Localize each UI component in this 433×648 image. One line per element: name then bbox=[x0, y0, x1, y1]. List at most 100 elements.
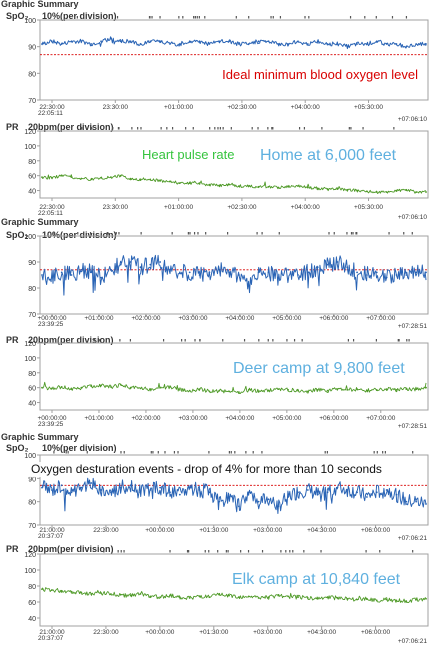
event-marker bbox=[397, 339, 399, 342]
event-marker bbox=[186, 550, 189, 553]
event-marker bbox=[177, 451, 179, 454]
data-point bbox=[405, 45, 408, 48]
event-marker bbox=[188, 550, 190, 553]
event-marker bbox=[123, 451, 125, 454]
event-marker bbox=[350, 232, 353, 235]
data-point bbox=[395, 189, 398, 192]
event-marker bbox=[278, 232, 280, 235]
data-point bbox=[129, 386, 132, 389]
y-tick-label: 60 bbox=[28, 174, 36, 181]
data-point bbox=[41, 176, 43, 179]
data-point bbox=[366, 190, 368, 193]
event-marker bbox=[98, 339, 100, 342]
data-point bbox=[80, 386, 83, 389]
data-point bbox=[50, 387, 53, 390]
event-marker bbox=[222, 339, 224, 342]
data-point bbox=[395, 493, 398, 496]
data-point bbox=[80, 177, 83, 180]
data-point bbox=[188, 271, 191, 274]
y-tick-label: 120 bbox=[24, 341, 36, 348]
y-tick-label: 100 bbox=[24, 234, 36, 241]
data-point bbox=[238, 391, 240, 394]
event-marker bbox=[234, 451, 236, 454]
end-time-label: +07:28:51 bbox=[398, 423, 427, 430]
event-marker bbox=[120, 451, 122, 454]
event-marker bbox=[131, 127, 133, 130]
data-point bbox=[257, 597, 260, 599]
data-point bbox=[110, 386, 112, 388]
x-tick-label: +03:00:00 bbox=[253, 527, 282, 534]
x-tick-label: 21:00:00 bbox=[39, 629, 65, 636]
event-marker bbox=[350, 127, 352, 130]
data-point bbox=[178, 493, 181, 496]
event-marker bbox=[412, 550, 414, 553]
data-point bbox=[346, 266, 349, 269]
event-marker bbox=[267, 339, 269, 342]
y-tick-label: 90 bbox=[28, 476, 36, 483]
event-marker bbox=[209, 127, 211, 130]
data-point bbox=[415, 388, 418, 391]
event-marker bbox=[157, 451, 159, 454]
event-marker bbox=[272, 16, 274, 19]
data-point bbox=[60, 43, 63, 45]
x-tick-label: +04:00:00 bbox=[225, 415, 254, 422]
event-marker bbox=[118, 232, 120, 235]
event-marker bbox=[103, 550, 105, 553]
event-marker bbox=[308, 16, 310, 19]
data-point bbox=[228, 271, 230, 274]
data-point bbox=[356, 388, 358, 391]
pr-label: PR bbox=[6, 544, 19, 554]
data-point bbox=[306, 186, 309, 189]
data-point bbox=[100, 489, 102, 491]
series-trace bbox=[41, 36, 427, 50]
event-marker bbox=[67, 451, 69, 454]
data-point bbox=[267, 40, 270, 43]
x-tick-label: 23:30:00 bbox=[103, 104, 129, 111]
data-point bbox=[247, 43, 250, 45]
data-point bbox=[326, 389, 329, 392]
data-point bbox=[70, 491, 73, 494]
x-tick-label: 22:30:00 bbox=[39, 104, 65, 111]
data-point bbox=[297, 185, 299, 187]
event-marker bbox=[230, 451, 232, 454]
event-marker bbox=[81, 127, 83, 130]
data-point bbox=[119, 174, 122, 177]
heart-pulse-rate-label: Heart pulse rate bbox=[142, 147, 235, 162]
y-tick-label: 100 bbox=[24, 18, 36, 25]
data-point bbox=[228, 594, 230, 597]
event-marker bbox=[137, 127, 139, 130]
data-point bbox=[198, 40, 201, 43]
y-tick-label: 100 bbox=[24, 568, 36, 575]
data-point bbox=[425, 271, 427, 274]
plot-frame bbox=[39, 19, 429, 101]
data-point bbox=[149, 489, 152, 491]
data-point bbox=[100, 592, 102, 595]
y-tick-label: 60 bbox=[28, 386, 36, 393]
data-point bbox=[188, 597, 191, 599]
y-tick-label: 100 bbox=[24, 356, 36, 363]
x-tick-label: +07:00:00 bbox=[366, 415, 395, 422]
event-marker bbox=[326, 451, 328, 454]
data-point bbox=[287, 268, 290, 271]
y-tick-label: 40 bbox=[28, 189, 36, 196]
end-time-label: +07:06:10 bbox=[398, 214, 427, 221]
data-point bbox=[218, 268, 221, 271]
event-marker bbox=[292, 550, 294, 553]
data-point bbox=[110, 176, 112, 179]
data-point bbox=[415, 191, 418, 193]
data-point bbox=[366, 43, 368, 45]
event-marker bbox=[116, 16, 119, 19]
x-tick-label: 22:30:00 bbox=[39, 204, 65, 211]
data-point bbox=[119, 263, 122, 266]
data-point bbox=[336, 388, 339, 391]
event-marker bbox=[391, 16, 394, 19]
event-marker bbox=[280, 550, 282, 553]
data-point bbox=[346, 597, 349, 600]
data-point bbox=[336, 188, 339, 190]
start-time-label: 20:37:07 bbox=[38, 635, 64, 642]
data-point bbox=[208, 183, 211, 186]
data-point bbox=[159, 486, 162, 489]
data-point bbox=[218, 40, 221, 43]
event-marker bbox=[245, 451, 247, 454]
